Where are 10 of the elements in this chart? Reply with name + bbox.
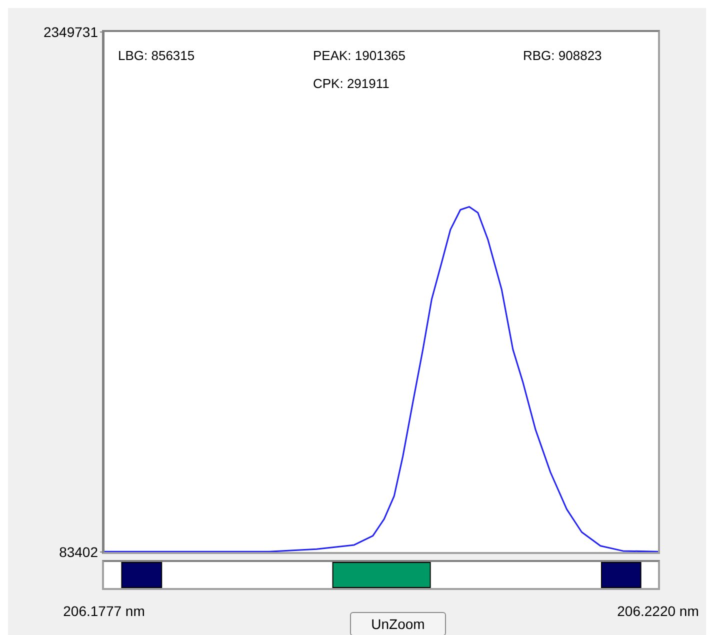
text: UnZoom	[350, 612, 446, 635]
annotation: RBG: 908823	[523, 48, 602, 63]
y-tick-label: 2349731	[43, 24, 98, 40]
x-tick-label: 206.1777 nm	[63, 603, 145, 619]
x-tick-label: 206.2220 nm	[617, 603, 699, 619]
y-tick-label: 83402	[59, 544, 98, 560]
annotation: PEAK: 1901365	[313, 48, 406, 63]
annotation: CPK: 291911	[313, 76, 390, 91]
annotation: LBG: 856315	[118, 48, 195, 63]
line-series	[104, 206, 658, 552]
